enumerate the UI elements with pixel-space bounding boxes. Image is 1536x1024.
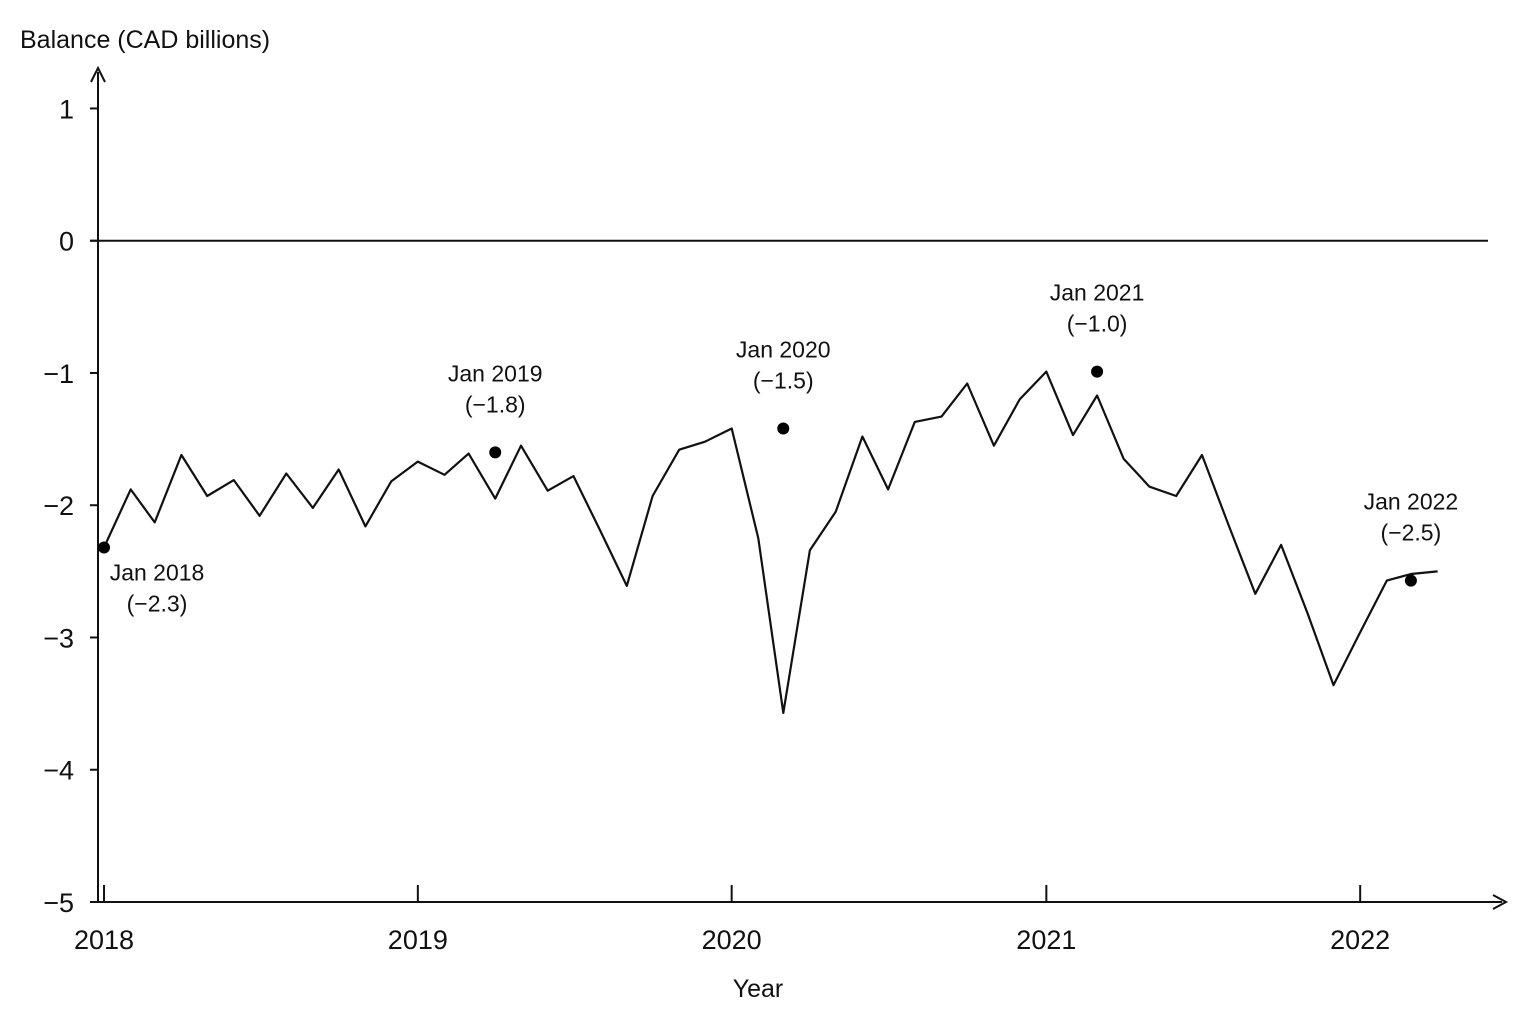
y-axis-ticks: 1 0 −1 −2 −3 −4 −5 bbox=[43, 94, 98, 918]
x-tick-label: 2018 bbox=[74, 925, 134, 955]
y-axis-title: Balance (CAD billions) bbox=[20, 26, 270, 54]
annotation-marker bbox=[777, 422, 790, 435]
annotation-marker bbox=[489, 446, 502, 459]
annotation-value: (−1.8) bbox=[465, 391, 526, 417]
y-tick-label: −5 bbox=[43, 888, 74, 918]
x-tick-label: 2019 bbox=[388, 925, 448, 955]
annotations-group: Jan 2018 (−2.3) Jan 2019 (−1.8) Jan 2020 (−1.… bbox=[98, 280, 1458, 617]
annotation-marker bbox=[98, 541, 111, 554]
annotation-value: (−2.3) bbox=[127, 591, 188, 617]
y-tick-label: −4 bbox=[43, 756, 74, 786]
annotation-label: Jan 2022 bbox=[1364, 489, 1459, 515]
x-axis-ticks: 2018 2019 2020 2021 2022 bbox=[74, 885, 1390, 955]
annotation-label: Jan 2021 bbox=[1050, 280, 1145, 306]
x-tick-label: 2021 bbox=[1016, 925, 1076, 955]
annotation-label: Jan 2020 bbox=[736, 337, 831, 363]
annotation-value: (−2.5) bbox=[1381, 520, 1442, 546]
x-tick-label: 2022 bbox=[1330, 925, 1390, 955]
annotation-marker bbox=[1091, 365, 1104, 378]
y-tick-label: −2 bbox=[43, 491, 74, 521]
x-axis-title: Year bbox=[733, 975, 784, 1003]
y-tick-label: −3 bbox=[43, 623, 74, 653]
annotation-label: Jan 2019 bbox=[448, 360, 543, 386]
y-axis-arrow-icon bbox=[90, 65, 106, 83]
series-group bbox=[103, 370, 1438, 715]
x-axis-arrow-icon bbox=[1492, 894, 1509, 910]
y-tick-label: 0 bbox=[59, 227, 74, 257]
annotation-label: Jan 2018 bbox=[110, 560, 205, 586]
annotation-value: (−1.0) bbox=[1067, 311, 1128, 337]
y-tick-label: −1 bbox=[43, 359, 74, 389]
annotation-marker bbox=[1404, 574, 1417, 587]
x-tick-label: 2020 bbox=[702, 925, 762, 955]
y-tick-label: 1 bbox=[59, 94, 74, 124]
series-line bbox=[103, 370, 1438, 715]
annotation-value: (−1.5) bbox=[753, 368, 814, 394]
